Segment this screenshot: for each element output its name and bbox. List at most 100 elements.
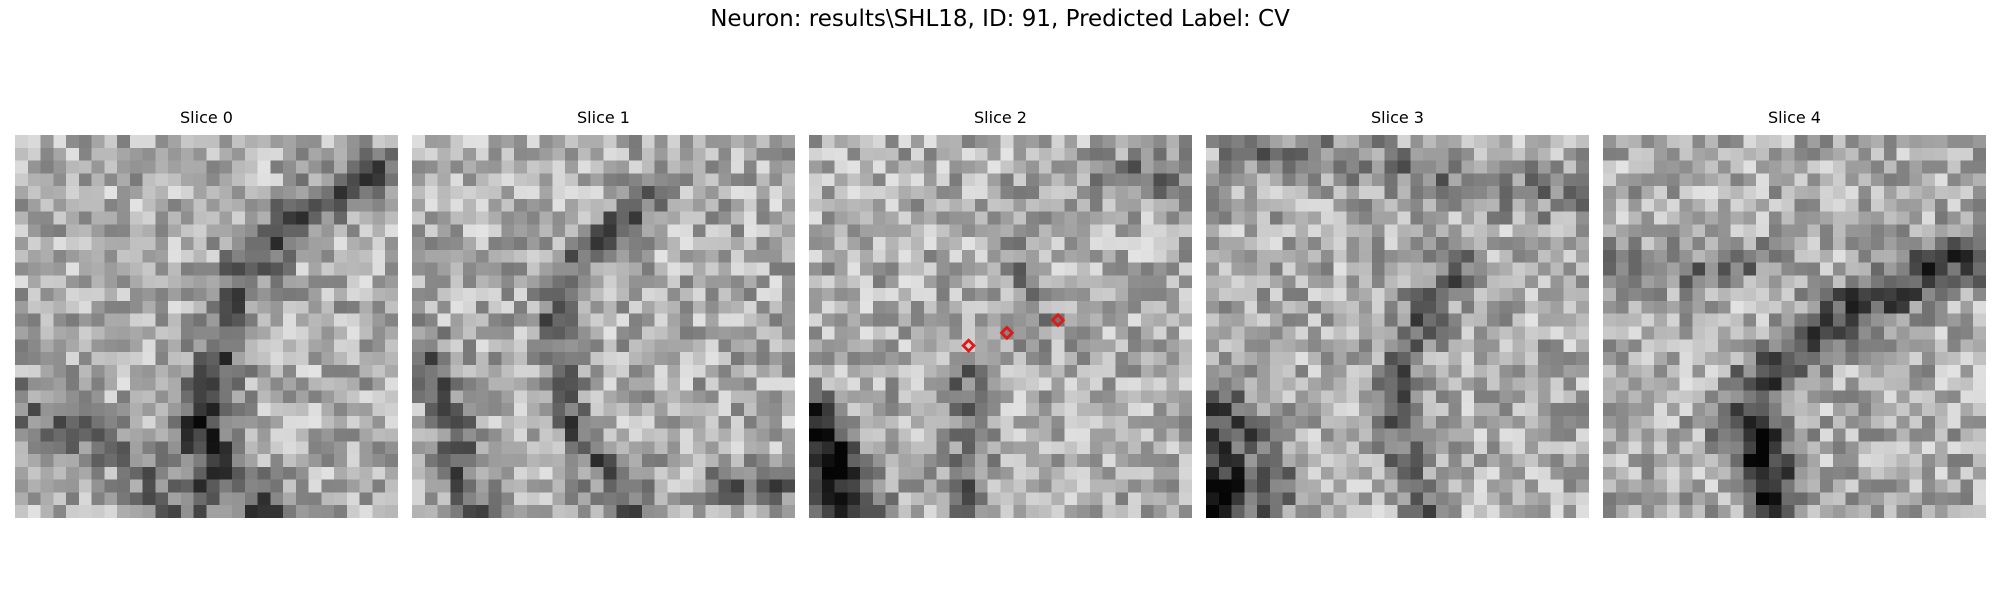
pixel [425, 263, 438, 276]
pixel [642, 161, 655, 174]
pixel [347, 250, 360, 263]
pixel [1807, 480, 1820, 493]
pixel [565, 173, 578, 186]
pixel [1103, 148, 1116, 161]
pixel [514, 505, 527, 518]
pixel [1884, 288, 1897, 301]
pixel [412, 454, 425, 467]
pixel [1385, 390, 1398, 403]
pixel [168, 365, 181, 378]
pixel [1013, 212, 1026, 225]
pixel [1654, 212, 1667, 225]
pixel [860, 454, 873, 467]
pixel [1743, 454, 1756, 467]
pixel [28, 403, 41, 416]
pixel [975, 237, 988, 250]
pixel [1115, 199, 1128, 212]
pixel [321, 492, 334, 505]
pixel [1756, 403, 1769, 416]
pixel [104, 467, 117, 480]
pixel [693, 365, 706, 378]
pixel [731, 378, 744, 391]
pixel [1077, 288, 1090, 301]
pixel [372, 173, 385, 186]
pixel [1410, 224, 1423, 237]
pixel [245, 212, 258, 225]
pixel [924, 199, 937, 212]
pixel [1206, 275, 1219, 288]
pixel [1052, 224, 1065, 237]
pixel [629, 339, 642, 352]
pixel [1346, 327, 1359, 340]
pixel [334, 288, 347, 301]
pixel [911, 161, 924, 174]
pixel [1551, 224, 1564, 237]
pixel [360, 492, 373, 505]
pixel [809, 161, 822, 174]
pixel [706, 339, 719, 352]
pixel [219, 199, 232, 212]
pixel [334, 314, 347, 327]
pixel [1576, 275, 1589, 288]
pixel [1283, 467, 1296, 480]
pixel [718, 505, 731, 518]
pixel [731, 352, 744, 365]
pixel [501, 288, 514, 301]
pixel [412, 301, 425, 314]
pixel [1525, 135, 1538, 148]
pixel [334, 250, 347, 263]
pixel [1500, 212, 1513, 225]
pixel [1334, 403, 1347, 416]
pixel [1756, 416, 1769, 429]
pixel [1641, 339, 1654, 352]
pixel [1270, 275, 1283, 288]
pixel [616, 403, 629, 416]
pixel [565, 365, 578, 378]
pixel [1244, 390, 1257, 403]
pixel [924, 454, 937, 467]
pixel [629, 263, 642, 276]
pixel [270, 378, 283, 391]
pixel [1090, 237, 1103, 250]
pixel [937, 390, 950, 403]
pixel [347, 441, 360, 454]
pixel [334, 212, 347, 225]
pixel [886, 148, 899, 161]
pixel [975, 135, 988, 148]
pixel [1206, 212, 1219, 225]
pixel [1244, 186, 1257, 199]
pixel [962, 135, 975, 148]
pixel [232, 505, 245, 518]
pixel [258, 224, 271, 237]
pixel [886, 441, 899, 454]
pixel [1001, 199, 1014, 212]
pixel [104, 378, 117, 391]
pixel [1551, 314, 1564, 327]
pixel [270, 429, 283, 442]
pixel [1795, 237, 1808, 250]
pixel [1385, 352, 1398, 365]
pixel [1359, 403, 1372, 416]
pixel [1846, 378, 1859, 391]
pixel [706, 416, 719, 429]
pixel [53, 263, 66, 276]
pixel [1141, 224, 1154, 237]
pixel [1141, 135, 1154, 148]
pixel [1410, 186, 1423, 199]
pixel [1052, 199, 1065, 212]
pixel [1166, 135, 1179, 148]
pixel [1871, 339, 1884, 352]
pixel [438, 454, 451, 467]
pixel [1846, 314, 1859, 327]
pixel [1244, 505, 1257, 518]
pixel [1128, 250, 1141, 263]
pixel [1538, 199, 1551, 212]
pixel [1026, 429, 1039, 442]
pixel [1179, 480, 1192, 493]
pixel [731, 288, 744, 301]
pixel [667, 390, 680, 403]
pixel [168, 492, 181, 505]
pixel [769, 199, 782, 212]
pixel [66, 224, 79, 237]
pixel [835, 161, 848, 174]
